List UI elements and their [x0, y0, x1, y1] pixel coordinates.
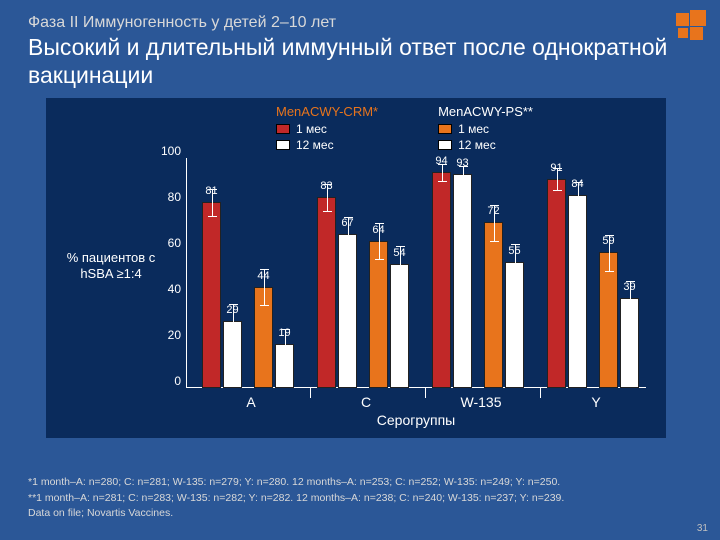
- error-bar: [463, 166, 464, 184]
- slide-header: Фаза II Иммуногенность у детей 2–10 лет …: [0, 0, 720, 97]
- bar: 59: [599, 252, 618, 388]
- legend-swatch: [438, 140, 452, 150]
- legend-swatch: [276, 140, 290, 150]
- bar: 72: [484, 222, 503, 388]
- chart-legend: MenACWY-CRM* 1 мес 12 мес MenACWY-PS** 1 мес…: [276, 104, 533, 153]
- bar: 64: [369, 241, 388, 388]
- chart-plot: 02040608010081294419A83676454C94937255W-…: [186, 158, 646, 388]
- bar: 84: [568, 195, 587, 388]
- footnotes: *1 month–А: n=280; C: n=281; W-135: n=27…: [28, 475, 692, 522]
- category-label: W-135: [426, 394, 536, 410]
- legend-label: 1 мес: [296, 122, 327, 136]
- error-bar: [264, 269, 265, 306]
- y-axis: [186, 158, 187, 388]
- bar: 39: [620, 298, 639, 388]
- y-axis-label: % пациентов с hSBA ≥1:4: [56, 250, 166, 281]
- error-bar: [609, 235, 610, 272]
- error-bar: [285, 329, 286, 361]
- bar: 93: [453, 174, 472, 388]
- legend-swatch: [276, 124, 290, 134]
- footnote-2: **1 month–A: n=281; C: n=283; W-135: n=2…: [28, 491, 692, 506]
- y-tick: 60: [151, 236, 181, 250]
- error-bar: [212, 189, 213, 217]
- bar: 67: [338, 234, 357, 388]
- legend-item: 12 мес: [438, 137, 533, 153]
- legend-title: MenACWY-CRM*: [276, 104, 378, 119]
- bar: 44: [254, 287, 273, 388]
- bar: 81: [202, 202, 221, 388]
- bar: 19: [275, 344, 294, 388]
- y-tick: 100: [151, 144, 181, 158]
- error-bar: [327, 184, 328, 212]
- category-label: C: [311, 394, 421, 410]
- legend-swatch: [438, 124, 452, 134]
- footnote-3: Data on file; Novartis Vaccines.: [28, 506, 692, 521]
- legend-column: MenACWY-PS** 1 мес 12 мес: [438, 104, 533, 153]
- y-tick: 20: [151, 328, 181, 342]
- slide-subtitle: Фаза II Иммуногенность у детей 2–10 лет: [28, 14, 692, 32]
- legend-column: MenACWY-CRM* 1 мес 12 мес: [276, 104, 378, 153]
- y-tick: 80: [151, 190, 181, 204]
- category-label: Y: [541, 394, 651, 410]
- legend-item: 1 мес: [438, 121, 533, 137]
- error-bar: [557, 168, 558, 191]
- slide-title: Высокий и длительный иммунный ответ посл…: [28, 34, 692, 89]
- error-bar: [515, 244, 516, 281]
- footnote-1: *1 month–А: n=280; C: n=281; W-135: n=27…: [28, 475, 692, 490]
- bar: 94: [432, 172, 451, 388]
- bar: 55: [505, 262, 524, 389]
- y-tick: 0: [151, 374, 181, 388]
- legend-label: 12 мес: [458, 138, 496, 152]
- bar: 83: [317, 197, 336, 388]
- error-bar: [630, 281, 631, 318]
- error-bar: [379, 223, 380, 260]
- legend-label: 12 мес: [296, 138, 334, 152]
- legend-item: 12 мес: [276, 137, 378, 153]
- bar: 29: [223, 321, 242, 388]
- legend-item: 1 мес: [276, 121, 378, 137]
- legend-title: MenACWY-PS**: [438, 104, 533, 119]
- bar: 54: [390, 264, 409, 388]
- page-number: 31: [697, 523, 708, 534]
- error-bar: [494, 205, 495, 242]
- legend-label: 1 мес: [458, 122, 489, 136]
- chart-panel: MenACWY-CRM* 1 мес 12 мес MenACWY-PS** 1 мес…: [46, 98, 666, 438]
- error-bar: [578, 182, 579, 210]
- error-bar: [400, 246, 401, 283]
- error-bar: [233, 304, 234, 341]
- category-label: A: [196, 394, 306, 410]
- error-bar: [348, 217, 349, 254]
- bar: 91: [547, 179, 566, 388]
- y-tick: 40: [151, 282, 181, 296]
- error-bar: [442, 164, 443, 182]
- x-axis-label: Серогруппы: [186, 412, 646, 428]
